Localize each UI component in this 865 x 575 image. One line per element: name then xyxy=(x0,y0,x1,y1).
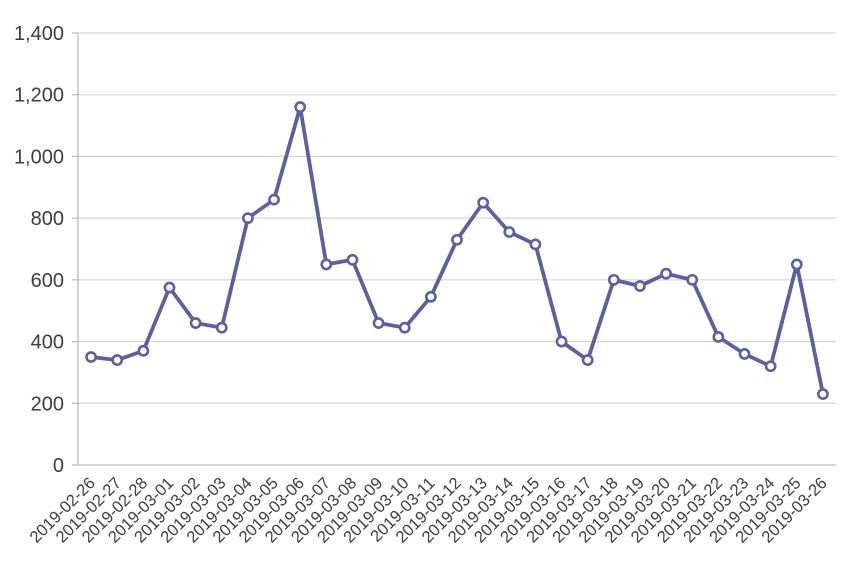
y-axis-label: 200 xyxy=(31,393,64,415)
data-point-marker xyxy=(241,212,254,225)
data-point-marker xyxy=(503,226,516,238)
data-point-marker xyxy=(189,317,202,329)
data-point-marker xyxy=(320,258,333,271)
data-point-marker xyxy=(215,321,228,334)
data-point-marker xyxy=(268,193,280,206)
data-point-marker xyxy=(607,273,620,286)
data-point-marker xyxy=(477,196,490,209)
data-point-marker xyxy=(111,354,124,366)
data-point-marker xyxy=(294,101,307,113)
y-axis-label: 1,400 xyxy=(14,23,64,45)
data-point-marker xyxy=(660,267,673,280)
data-point-marker xyxy=(581,354,594,366)
data-point-marker xyxy=(529,238,542,251)
y-axis-label: 0 xyxy=(53,455,64,477)
data-point-marker xyxy=(738,348,751,360)
data-point-marker xyxy=(451,233,463,246)
series-line xyxy=(89,105,825,396)
data-point-marker xyxy=(398,321,411,334)
data-point-marker xyxy=(790,258,803,271)
data-point-marker xyxy=(817,388,829,400)
y-axis-label: 1,000 xyxy=(14,146,64,168)
data-point-marker xyxy=(372,317,385,329)
data-point-marker xyxy=(137,344,150,357)
data-point-marker xyxy=(764,360,777,373)
y-axis-label: 800 xyxy=(31,208,64,230)
y-axis-label: 400 xyxy=(31,332,64,354)
data-point-marker xyxy=(712,331,725,343)
data-point-marker xyxy=(634,280,646,292)
y-axis-label: 600 xyxy=(31,270,64,292)
data-point-marker xyxy=(686,273,699,286)
data-point-marker xyxy=(424,290,437,303)
data-point-marker xyxy=(555,335,568,348)
data-point-marker xyxy=(346,253,359,266)
y-axis-label: 1,200 xyxy=(14,85,64,107)
data-point-marker xyxy=(163,281,176,294)
data-point-marker xyxy=(85,351,97,363)
